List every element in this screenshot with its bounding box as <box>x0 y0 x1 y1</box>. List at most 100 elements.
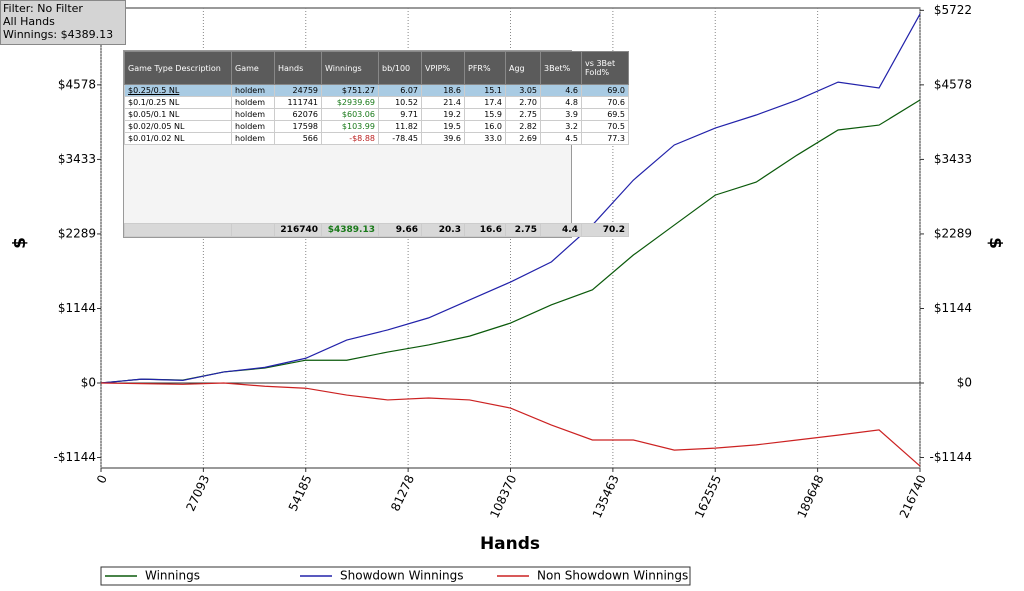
y2-tick-label: $4578 <box>934 77 972 91</box>
y2-tick-label: $2289 <box>934 226 972 240</box>
table-cell: 15.9 <box>464 108 506 121</box>
y2-tick-label: $5722 <box>934 3 972 17</box>
table-row: $0.02/0.05 NL holdem 17598 $103.99 11.82 19.5… <box>124 120 629 133</box>
table-grid: Game Type Description Game Hands Winnings bb… <box>124 51 629 145</box>
table-cell: holdem <box>231 84 275 97</box>
x-axis-label: Hands <box>480 534 540 554</box>
totals-table: 216740 $4389.13 9.66 20.3 16.6 2.75 4.4 70.2 <box>124 223 629 237</box>
table-cell: $0.25/0.5 NL <box>124 84 232 97</box>
column-header: PFR% <box>464 51 506 85</box>
y2-axis-label: $ <box>985 237 1005 249</box>
x-tick-label: 81278 <box>388 473 417 514</box>
table-cell: -$8.88 <box>321 132 379 145</box>
y2-tick-label: $1144 <box>934 301 972 315</box>
filter-line: Winnings: $4389.13 <box>3 28 114 41</box>
y-tick-label: $4578 <box>58 77 96 91</box>
table-cell: $0.1/0.25 NL <box>124 96 232 109</box>
totals-cell: 20.3 <box>421 223 465 237</box>
table-cell: 24759 <box>274 84 322 97</box>
table-cell: $603.06 <box>321 108 379 121</box>
table-cell: 3.05 <box>505 84 541 97</box>
x-tick-label: 135463 <box>590 473 622 520</box>
table-cell: 10.52 <box>378 96 422 109</box>
x-tick-label: 216740 <box>897 473 929 520</box>
table-cell: 2.75 <box>505 108 541 121</box>
totals-cell: 2.75 <box>505 223 541 237</box>
totals-spacer <box>124 223 232 237</box>
column-header: Winnings <box>321 51 379 85</box>
column-header: Game <box>231 51 275 85</box>
table-cell: 15.1 <box>464 84 506 97</box>
table-cell: holdem <box>231 96 275 109</box>
table-cell: 4.6 <box>540 84 582 97</box>
table-cell: 4.8 <box>540 96 582 109</box>
column-header: Agg <box>505 51 541 85</box>
table-cell: 69.5 <box>581 108 629 121</box>
table-cell: holdem <box>231 120 275 133</box>
table-cell: 2.82 <box>505 120 541 133</box>
table-cell: 6.07 <box>378 84 422 97</box>
table-cell: 69.0 <box>581 84 629 97</box>
x-tick-label: 108370 <box>487 473 519 520</box>
table-cell: 9.71 <box>378 108 422 121</box>
table-cell: 17598 <box>274 120 322 133</box>
column-header: 3Bet% <box>540 51 582 85</box>
y-tick-label: $0 <box>81 376 96 390</box>
table-cell: 70.5 <box>581 120 629 133</box>
table-cell: 18.6 <box>421 84 465 97</box>
y-axis-label: $ <box>10 237 30 249</box>
table-cell: 3.2 <box>540 120 582 133</box>
table-cell: 33.0 <box>464 132 506 145</box>
x-tick-label: 54185 <box>286 473 315 514</box>
y2-tick-label: $0 <box>957 376 972 390</box>
table-cell: 17.4 <box>464 96 506 109</box>
table-cell: $751.27 <box>321 84 379 97</box>
table-row: $0.01/0.02 NL holdem 566 -$8.88 -78.45 39.6 33… <box>124 132 629 145</box>
table-cell: $0.01/0.02 NL <box>124 132 232 145</box>
table-cell: 19.5 <box>421 120 465 133</box>
table-cell: $2939.69 <box>321 96 379 109</box>
table-cell: -78.45 <box>378 132 422 145</box>
totals-cell: 9.66 <box>378 223 422 237</box>
column-header: Hands <box>274 51 322 85</box>
table-cell: 4.5 <box>540 132 582 145</box>
y2-tick-label: $3433 <box>934 152 972 166</box>
series-line <box>100 13 921 384</box>
column-header: VPIP% <box>421 51 465 85</box>
table-cell: 16.0 <box>464 120 506 133</box>
stats-table: Game Type Description Game Hands Winnings bb… <box>123 50 629 238</box>
table-cell: holdem <box>231 132 275 145</box>
column-header: bb/100 <box>378 51 422 85</box>
table-cell: 70.6 <box>581 96 629 109</box>
table-cell: 111741 <box>274 96 322 109</box>
table-row: $0.05/0.1 NL holdem 62076 $603.06 9.71 19.2 15… <box>124 108 629 121</box>
totals-row: 216740 $4389.13 9.66 20.3 16.6 2.75 4.4 70.2 <box>124 223 629 237</box>
column-header: Game Type Description <box>124 51 232 85</box>
table-cell: $0.05/0.1 NL <box>124 108 232 121</box>
table-cell: holdem <box>231 108 275 121</box>
x-tick-label: 189648 <box>794 473 826 520</box>
table-row: $0.25/0.5 NL holdem 24759 $751.27 6.07 18.6 15… <box>124 84 629 97</box>
totals-cell: $4389.13 <box>321 223 379 237</box>
totals-cell: 4.4 <box>540 223 582 237</box>
column-header: vs 3Bet Fold% <box>581 51 629 85</box>
table-cell: $103.99 <box>321 120 379 133</box>
table-cell: $0.02/0.05 NL <box>124 120 232 133</box>
table-cell: 21.4 <box>421 96 465 109</box>
legend-label: Showdown Winnings <box>340 569 464 583</box>
legend-label: Winnings <box>145 569 200 583</box>
table-cell: 19.2 <box>421 108 465 121</box>
table-cell: 11.82 <box>378 120 422 133</box>
x-tick-label: 27093 <box>183 473 212 514</box>
table-cell: 77.3 <box>581 132 629 145</box>
y-tick-label: $1144 <box>58 301 96 315</box>
totals-cell: 70.2 <box>581 223 629 237</box>
legend <box>100 566 691 586</box>
y-tick-label: -$1144 <box>53 450 96 464</box>
legend-label: Non Showdown Winnings <box>537 569 688 583</box>
filter-line: All Hands <box>3 15 55 28</box>
header-row: Game Type Description Game Hands Winnings bb… <box>124 51 629 85</box>
y2-tick-label: -$1144 <box>929 450 972 464</box>
series-line <box>100 382 921 467</box>
